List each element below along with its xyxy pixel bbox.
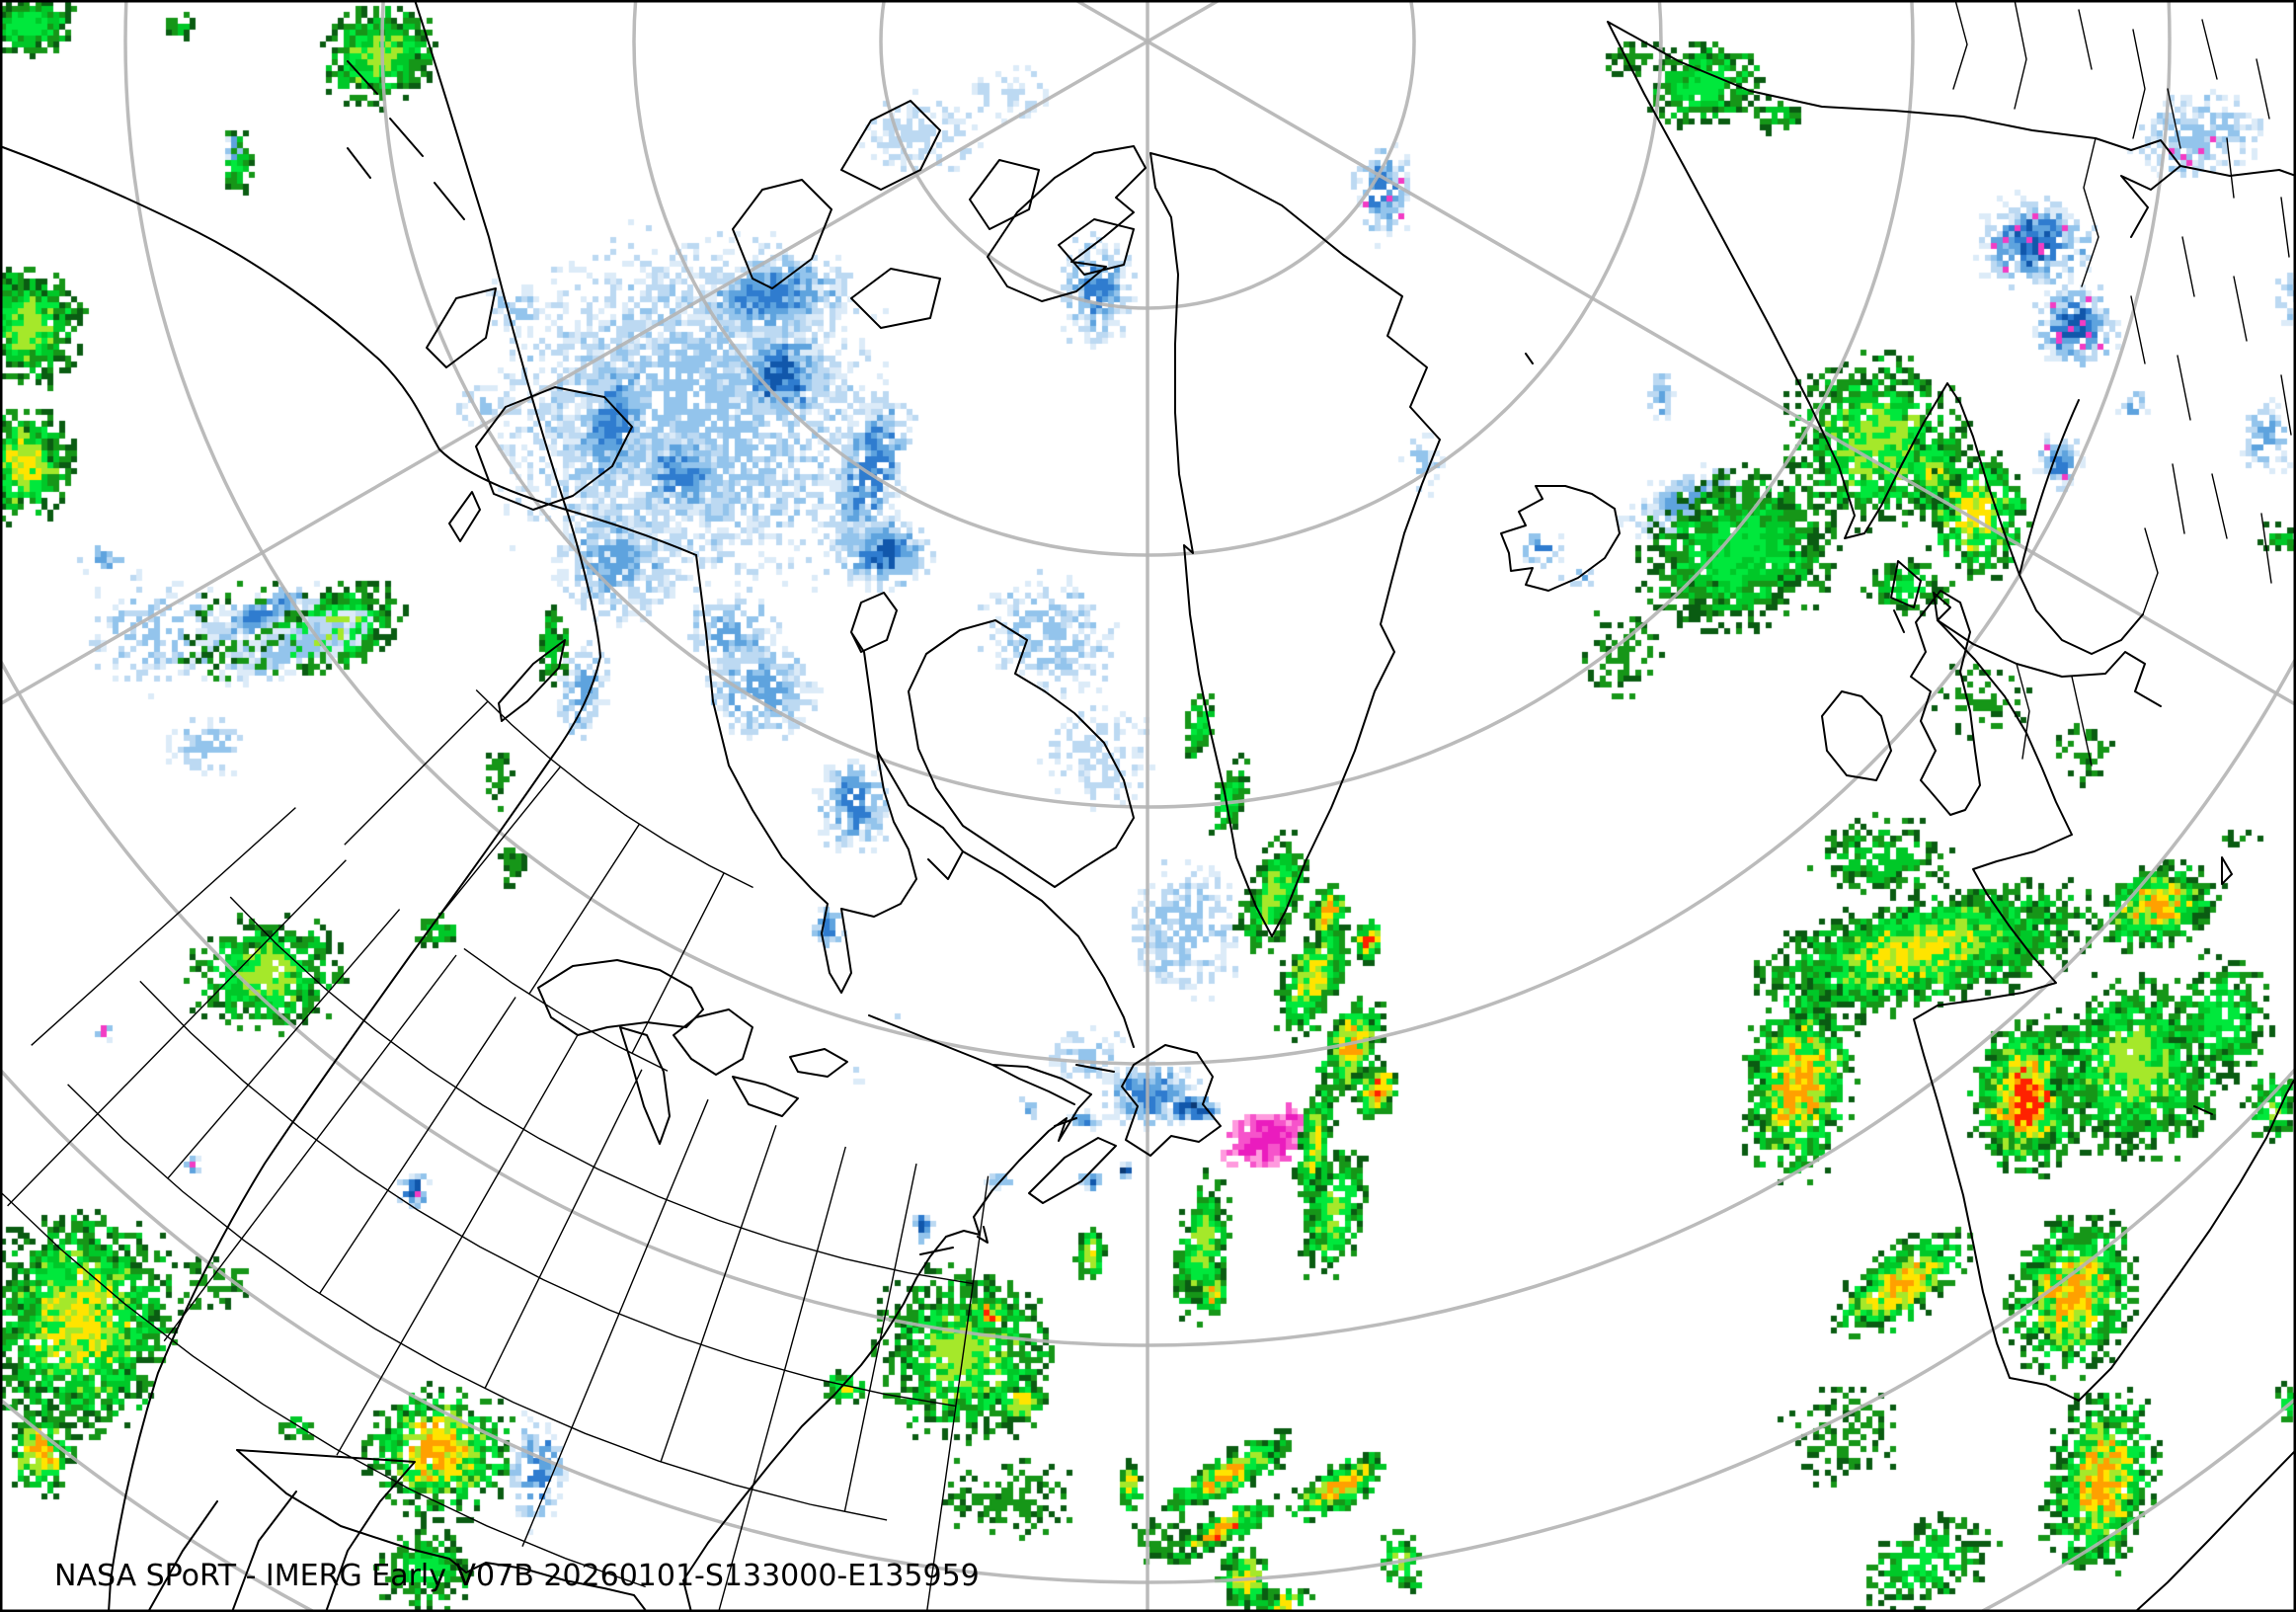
coastline-lake-michigan (619, 1026, 671, 1145)
coastline-haida (448, 491, 481, 542)
coastline-lake-huron (673, 1008, 753, 1076)
coastline-greenland (1149, 152, 1441, 937)
coastline-corsica (2193, 856, 2233, 1115)
border-segment (843, 1163, 917, 1512)
coastline-banks-island (426, 287, 497, 368)
coastline-st-lawrence (868, 1014, 1115, 1105)
border-segment (717, 1146, 846, 1612)
border-segment (229, 896, 974, 1285)
coastline-vancouver-island (498, 639, 566, 722)
coastline-arctic (0, 145, 697, 556)
coastline-great-britain (1893, 590, 1981, 816)
map-title: NASA SPoRT - IMERG Early V07B 20260101-S… (54, 1559, 980, 1593)
coastline-baja (147, 1449, 416, 1612)
border-segment (660, 1125, 777, 1463)
border-segment (167, 909, 401, 1179)
border-segment (67, 1084, 888, 1521)
border-europe-russia (1952, 0, 2292, 766)
coastline-alaska-islands (347, 60, 465, 220)
coastline-pacific (108, 0, 601, 1612)
state-borders (0, 689, 990, 1612)
coastline-hudson-strait (876, 750, 1135, 1048)
border-segment (528, 824, 640, 995)
coastline-denmark (1890, 560, 1951, 621)
border-segment (163, 954, 457, 1342)
coastline-hudson-bay (695, 554, 917, 994)
coastline-qe-islands (732, 100, 1135, 329)
border-segment (521, 1098, 709, 1547)
coastline-long-island (919, 1226, 989, 1255)
border-segment (463, 947, 669, 1072)
border-segment (484, 1069, 643, 1390)
border-segment (7, 859, 347, 1207)
coastline-lake-superior (537, 959, 704, 1036)
border-segment (344, 700, 489, 846)
border-segment (475, 689, 753, 889)
coastline-victoria-island (475, 386, 633, 511)
border-segment (336, 1034, 579, 1456)
border-segment (631, 872, 725, 1055)
coastline-lake-ontario (789, 1048, 848, 1078)
coastline-baffin (908, 619, 1135, 888)
coastline-africa (2134, 1449, 2296, 1612)
border-segment (318, 997, 516, 1295)
coastline-lake-erie (732, 1076, 799, 1117)
meridian-line (0, 0, 1224, 706)
coastline-nova-scotia (1028, 1117, 1117, 1204)
border-segment (139, 980, 957, 1408)
coastline-ireland (1821, 690, 1892, 781)
coastline-ellesmere (987, 145, 1147, 302)
border-segment (925, 1175, 990, 1612)
border-segment (432, 766, 561, 926)
coastline-baltic-south (1937, 619, 2162, 707)
coastline-iceland (1500, 353, 1621, 592)
coastline-france-lowcountries (1913, 619, 2296, 1402)
coastline-bothnia (2019, 399, 2080, 576)
coastline-newfoundland (1121, 1044, 1222, 1157)
border-segment (0, 1190, 646, 1588)
border-segment (31, 807, 296, 1046)
